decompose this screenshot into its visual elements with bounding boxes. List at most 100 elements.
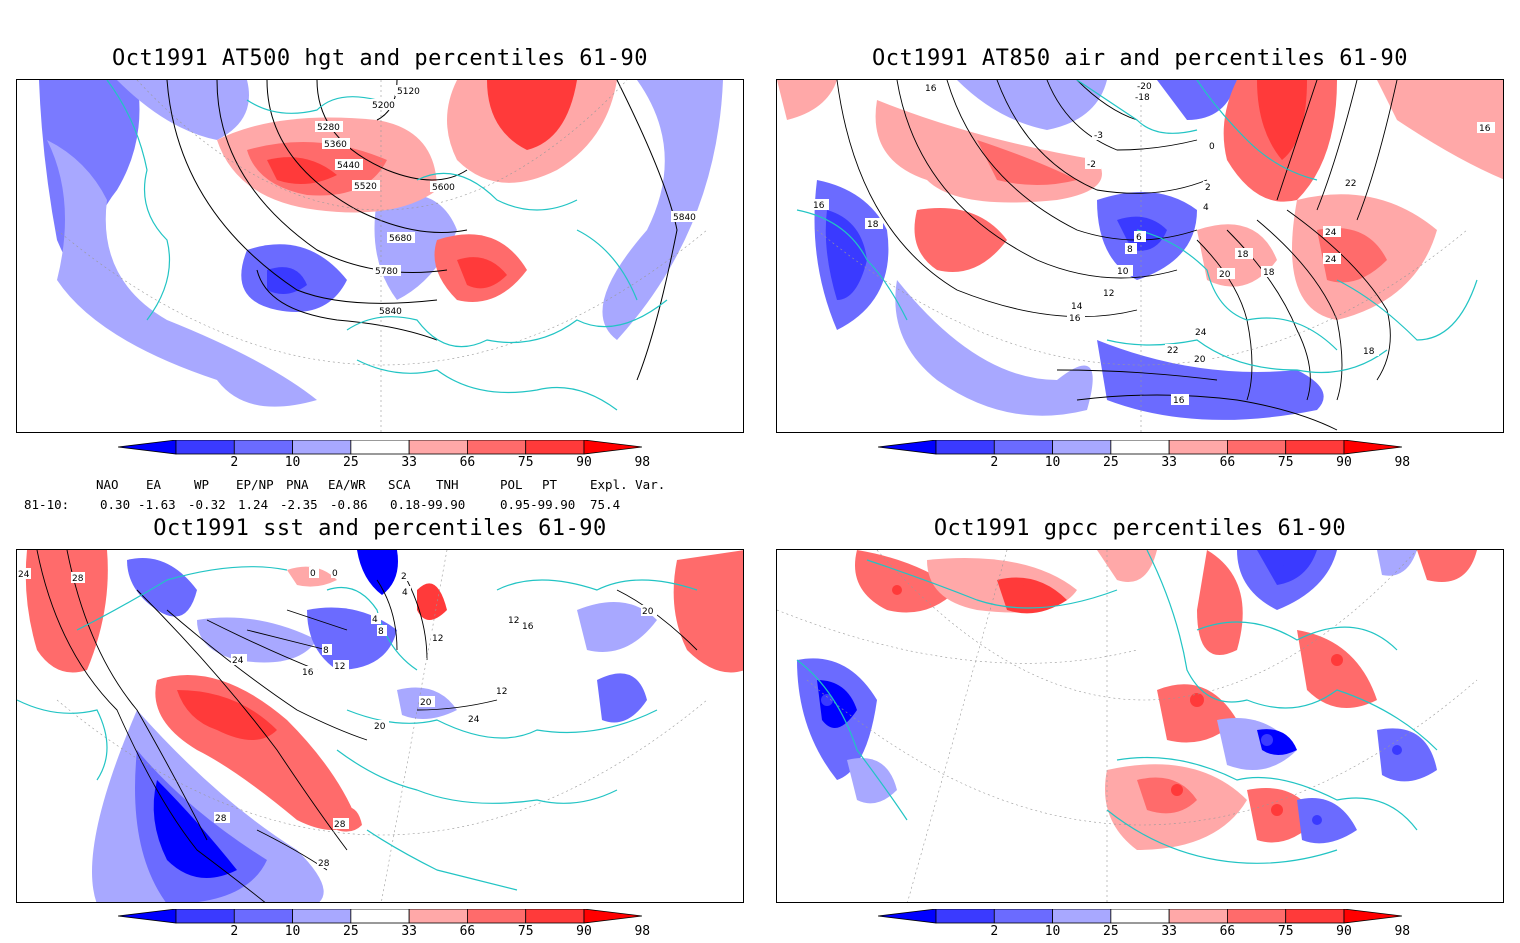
colorbar-tick-label: 98 [634,455,651,470]
contour-label: -18 [1135,93,1150,103]
tele-header-epnp: EP/NP [236,477,274,492]
contour-label: 24 [1325,255,1337,265]
panel-title-gpcc: Oct1991 gpcc percentiles 61-90 [933,516,1347,541]
colorbar-tick-label: 25 [1103,924,1119,939]
tele-header-wp: WP [194,477,210,492]
contour-label: 16 [1069,314,1081,324]
colorbar-tick-label: 10 [284,924,301,939]
contour-label: 24 [18,570,30,580]
map-panel-sst: 24 28 0 0 2 4 4 8 8 12 16 12 12 16 20 20… [16,549,744,903]
contour-label: 20 [374,722,386,732]
contour-label: 12 [432,634,443,644]
contour-label: 5120 [397,87,420,97]
colorbar-segment [935,909,995,924]
colorbar-graphic [118,909,642,924]
colorbar-graphic [878,909,1402,924]
colorbar-tick-label: 98 [1394,924,1411,939]
contour-label: 28 [318,859,330,869]
contour-label: 8 [323,646,329,656]
colorbar-segment [525,909,585,924]
contour-label: 5680 [389,234,412,244]
contour-label: 5600 [432,183,455,193]
colorbar-segment [408,909,468,924]
colorbar-tick-label: 2 [990,924,999,939]
colorbar-tick-label: 66 [1219,924,1236,939]
contour-label: 5780 [375,267,398,277]
colorbar-segment [1052,909,1112,924]
colorbar-segment [175,909,235,924]
contour-label: 5520 [354,182,377,192]
contour-label: 16 [302,668,314,678]
tele-header-pt: PT [542,477,558,492]
tele-value-epnp: 1.24 [238,497,269,512]
tele-value-eawr: -0.86 [330,497,368,512]
contour-label: 18 [1237,250,1249,260]
map-sst: 24 28 0 0 2 4 4 8 8 12 16 12 12 16 20 20… [17,550,743,902]
colorbar-arrow-low [118,440,177,455]
map-gpcc [777,550,1478,902]
colorbar-segment [1227,909,1287,924]
colorbar-segment [525,440,585,455]
map-panel-gpcc [776,549,1504,903]
colorbar-tick-label: 66 [1219,455,1236,470]
colorbar-bottom-right: 2 10 25 33 66 75 90 98 [878,909,1410,943]
colorbar-top-right: 2 10 25 33 66 75 90 98 [878,440,1410,474]
tele-value-wp: -0.32 [188,497,226,512]
colorbar-arrow-high [583,440,642,455]
colorbar-tick-label: 90 [576,455,592,470]
colorbar-segment [233,909,293,924]
colorbar-tick-label: 33 [1161,455,1177,470]
colorbar-bottom-left: 2 10 25 33 66 75 90 98 [118,909,650,943]
colorbar-tick-label: 98 [634,924,651,939]
colorbar-tick-label: 25 [1103,455,1119,470]
tele-header-explvar: Expl. Var. [590,477,666,492]
colorbar-top-left: 2 10 25 33 66 75 90 98 [118,440,650,474]
colorbar-segment [408,440,468,455]
colorbar-tick-label: 25 [343,924,359,939]
contour-label: 0 [310,569,316,579]
contour-label: 16 [1173,396,1185,406]
map-panel-hgt500: 5120 5200 5280 5360 5440 5520 5600 5680 … [16,79,744,433]
contour-label: 16 [925,84,937,94]
contour-label: 22 [1167,346,1178,356]
contour-label: 28 [334,820,346,830]
colorbar-segment [467,909,527,924]
panel-title-air850: Oct1991 AT850 air and percentiles 61-90 [871,46,1409,71]
colorbar-segment [993,909,1053,924]
colorbar-segment [1285,440,1345,455]
contour-label: 12 [334,662,345,672]
tele-value-ea: -1.63 [138,497,176,512]
colorbar-tick-label: 2 [230,455,239,470]
tele-value-sca: 0.18-99.90 [390,497,466,512]
contour-label: 18 [867,220,879,230]
map-hgt500: 5120 5200 5280 5360 5440 5520 5600 5680 … [17,80,743,432]
colorbar-segment [467,440,527,455]
colorbar-segment [350,909,410,924]
colorbar-tick-label: 66 [459,455,476,470]
contour-label: 12 [496,687,507,697]
colorbar-tick-label: 90 [1336,455,1352,470]
contour-label: 14 [1071,302,1083,312]
colorbar-tick-label: 10 [1044,455,1061,470]
colorbar-tick-label: 33 [401,455,417,470]
contour-label: 24 [1325,228,1337,238]
colorbar-tick-label: 75 [517,924,534,939]
colorbar-tick-label: 90 [576,924,592,939]
colorbar-tick-label: 10 [1044,924,1061,939]
contour-label: 20 [1219,270,1231,280]
tele-header-pna: PNA [286,477,309,492]
colorbar-tick-label: 75 [1277,924,1294,939]
tele-row-label: 81-10: [24,497,70,512]
contour-label: 5840 [379,307,402,317]
contour-label: 28 [215,814,227,824]
colorbar-graphic [878,440,1402,455]
colorbar-tick-label: 75 [1277,455,1294,470]
contour-label: 18 [1363,347,1375,357]
tele-value-explvar: 75.4 [590,497,621,512]
colorbar-graphic [118,440,642,455]
tele-value-nao: 0.30 [100,497,131,512]
contour-label: 0 [332,569,338,579]
colorbar-segment [935,440,995,455]
contour-label: 5360 [324,140,347,150]
colorbar-segment [175,440,235,455]
